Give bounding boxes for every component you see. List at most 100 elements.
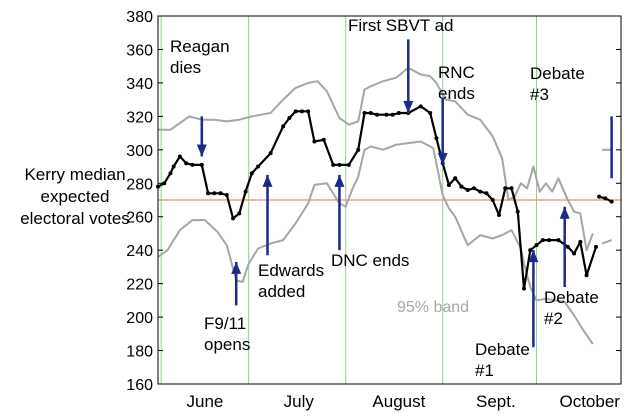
y-tick-label: 260 bbox=[126, 210, 153, 227]
annotation-label: dies bbox=[170, 58, 201, 77]
median-point bbox=[509, 186, 514, 191]
median-point bbox=[177, 154, 182, 159]
y-tick-label: 380 bbox=[126, 9, 153, 26]
median-point bbox=[368, 111, 373, 116]
annotation-label: #3 bbox=[530, 85, 549, 104]
median-point bbox=[515, 209, 520, 214]
median-point bbox=[609, 199, 614, 204]
median-layer bbox=[156, 104, 614, 291]
median-point bbox=[556, 238, 561, 243]
annotation-label: First SBVT ad bbox=[348, 16, 454, 35]
annotation-arrow-head bbox=[403, 101, 414, 114]
median-point bbox=[434, 136, 439, 141]
y-tick-label: 320 bbox=[126, 109, 153, 126]
y-tick-label: 340 bbox=[126, 76, 153, 93]
y-tick-label: 300 bbox=[126, 143, 153, 160]
median-point bbox=[218, 191, 223, 196]
annotation-label: Debate bbox=[544, 288, 599, 307]
annotation-arrow-head bbox=[437, 152, 448, 165]
y-axis-label-line: electoral votes bbox=[20, 209, 130, 228]
median-point bbox=[465, 187, 470, 192]
grid-layer bbox=[158, 16, 621, 384]
median-point bbox=[268, 151, 273, 156]
x-tick-label: July bbox=[284, 392, 315, 411]
y-axis-label-line: Kerry median bbox=[24, 165, 126, 184]
median-point bbox=[306, 109, 311, 114]
annotation-label: #1 bbox=[475, 361, 494, 380]
band-upper-line-2 bbox=[158, 66, 594, 252]
median-point bbox=[603, 196, 608, 201]
median-point bbox=[206, 191, 211, 196]
median-point bbox=[243, 189, 248, 194]
median-point bbox=[190, 162, 195, 167]
median-point bbox=[256, 164, 261, 169]
annotation-label: Debate bbox=[530, 64, 585, 83]
annotation-layer: Reagan dies F9/11 opens Edwards added DNC ends… bbox=[170, 16, 613, 380]
median-point bbox=[490, 198, 495, 202]
median-point bbox=[396, 111, 401, 116]
annotation-label: F9/11 bbox=[204, 314, 246, 333]
y-tick-label: 160 bbox=[126, 377, 153, 394]
median-point bbox=[224, 192, 229, 197]
median-point bbox=[231, 216, 236, 221]
median-point bbox=[184, 161, 189, 166]
median-point bbox=[312, 139, 317, 144]
median-point bbox=[162, 181, 167, 186]
median-point bbox=[299, 109, 304, 114]
plot-frame bbox=[157, 15, 622, 385]
median-point bbox=[428, 111, 433, 116]
x-tick-label: Sept. bbox=[476, 392, 516, 411]
y-tick-label: 200 bbox=[126, 310, 153, 327]
median-point bbox=[321, 137, 326, 142]
y-tick-label: 220 bbox=[126, 277, 153, 294]
x-tick-label: August bbox=[372, 392, 425, 411]
annotation-label: ends bbox=[438, 84, 475, 103]
median-point bbox=[249, 171, 254, 176]
annotation-label: RNC bbox=[438, 63, 475, 82]
median-point bbox=[534, 243, 539, 248]
annotation-label: Debate bbox=[475, 340, 530, 359]
median-point bbox=[293, 109, 298, 114]
median-point bbox=[496, 213, 501, 218]
x-tick-label: June bbox=[186, 392, 223, 411]
y-tick-label: 180 bbox=[126, 344, 153, 361]
annotation-label: added bbox=[258, 282, 305, 301]
median-point bbox=[565, 244, 570, 249]
annotation-arrow-head bbox=[196, 144, 207, 157]
y-tick-label: 240 bbox=[126, 243, 153, 260]
median-point bbox=[331, 162, 336, 167]
median-point bbox=[503, 186, 508, 191]
median-point bbox=[362, 111, 367, 116]
median-point bbox=[346, 162, 351, 167]
median-point bbox=[572, 251, 577, 256]
median-point bbox=[540, 238, 545, 243]
annotation-label: opens bbox=[204, 335, 250, 354]
annotation-label: DNC ends bbox=[331, 251, 409, 270]
median-point bbox=[522, 286, 527, 291]
median-point bbox=[374, 112, 379, 117]
x-tick-label: October bbox=[559, 392, 620, 411]
annotation-arrow-head bbox=[262, 174, 273, 187]
median-point bbox=[356, 147, 361, 152]
median-point bbox=[446, 182, 451, 187]
y-tick-label: 360 bbox=[126, 42, 153, 59]
median-point bbox=[593, 244, 598, 249]
median-point bbox=[390, 112, 395, 117]
annotation-arrow-head bbox=[528, 250, 539, 263]
median-point bbox=[384, 112, 389, 117]
median-point bbox=[287, 116, 292, 121]
median-point bbox=[171, 164, 176, 169]
median-point bbox=[471, 186, 476, 191]
median-point bbox=[168, 171, 173, 176]
median-point bbox=[597, 194, 602, 199]
median-point bbox=[237, 211, 242, 216]
median-point bbox=[281, 124, 286, 129]
y-tick-label: 280 bbox=[126, 176, 153, 193]
annotation-label: Edwards bbox=[258, 261, 324, 280]
median-point bbox=[528, 248, 533, 253]
band-label: 95% band bbox=[397, 299, 469, 316]
band-lower-line-5 bbox=[601, 239, 612, 245]
median-point bbox=[547, 238, 552, 243]
median-point bbox=[578, 239, 583, 244]
